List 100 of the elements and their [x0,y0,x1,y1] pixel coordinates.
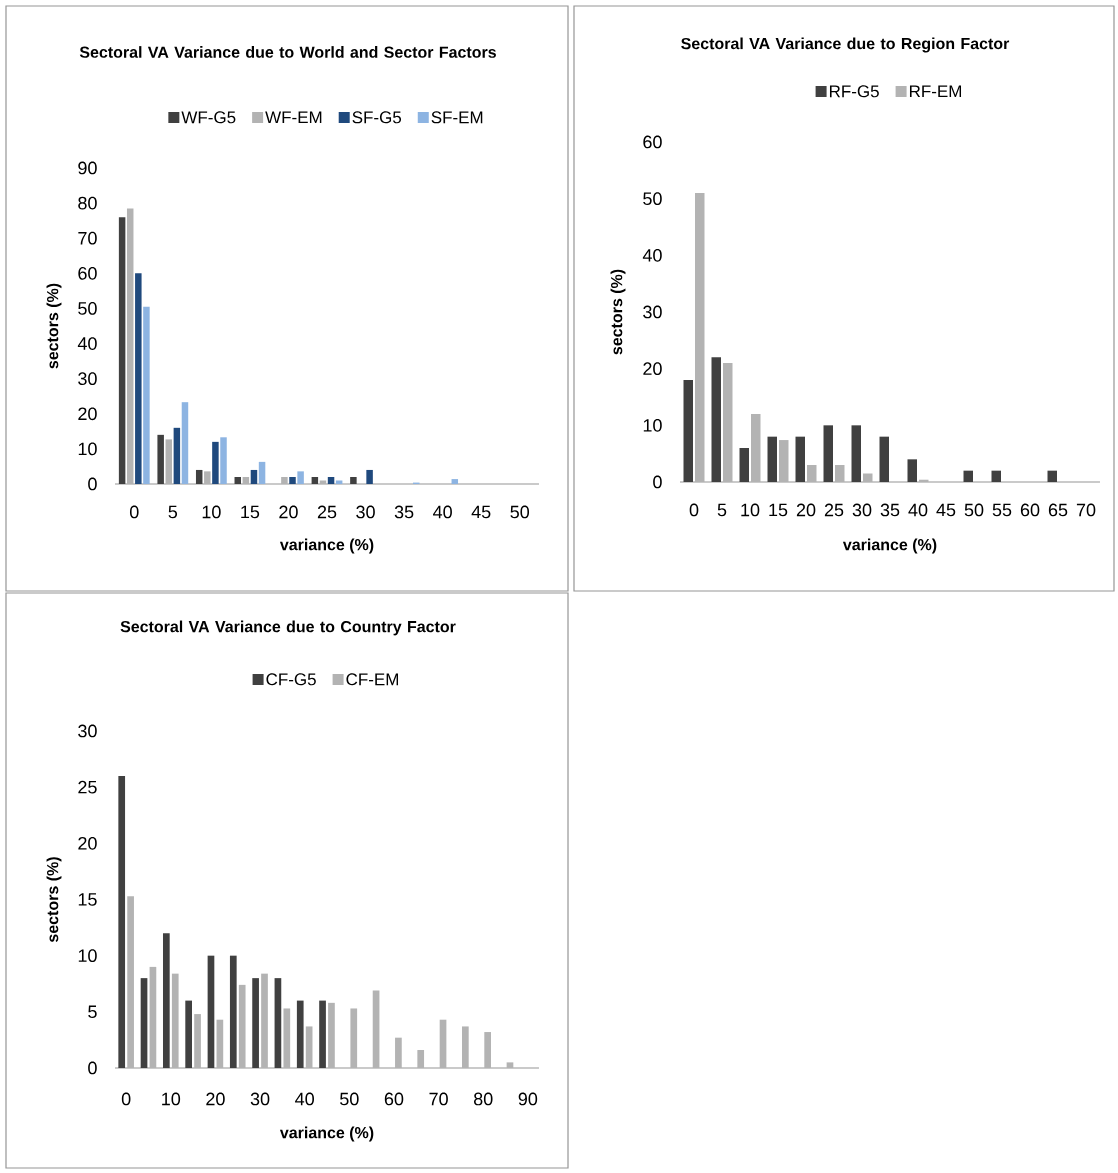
bar [991,470,1001,482]
x-tick-label: 50 [340,1092,359,1106]
y-tick-label: 50 [643,192,662,206]
bar [157,434,164,484]
x-tick-label: 10 [202,505,221,519]
bar [907,459,917,482]
bar [140,978,148,1068]
y-tick-label: 5 [88,1005,97,1019]
bar [297,471,304,484]
y-tick-label: 30 [78,372,97,386]
legend-label: RF-EM [909,85,962,98]
y-tick-label: 0 [653,475,662,489]
bar [723,362,733,482]
x-axis-title: variance (%) [842,538,937,554]
x-tick-label: 40 [433,505,452,519]
y-tick-label: 30 [643,305,662,319]
y-tick-label: 10 [643,418,662,432]
y-tick-label: 40 [77,337,97,350]
bar [335,480,343,484]
x-tick-label: 45 [936,503,956,517]
y-tick-label: 90 [78,161,97,175]
bar [289,476,296,484]
x-tick-label: 35 [394,505,414,519]
bar [181,402,189,484]
legend-label: SF-G5 [352,111,402,124]
x-tick-label: 15 [769,503,788,517]
x-tick-label: 45 [471,505,491,519]
y-tick-label: 20 [643,362,662,376]
bar [835,465,845,482]
y-tick-label: 20 [78,407,97,421]
x-tick-label: 20 [796,503,816,517]
y-tick-label: 30 [78,724,97,738]
bar [229,955,237,1068]
x-tick-label: 70 [1076,503,1096,517]
bar [366,469,373,484]
y-tick-label: 80 [78,196,97,210]
bar [185,1000,192,1068]
bar [194,1014,201,1068]
x-tick-label: 10 [162,1092,181,1106]
x-tick-label: 0 [121,1092,131,1106]
y-tick-label: 10 [78,949,97,963]
bar [311,476,319,484]
chart-title: Sectoral VA Variance due to Region Factor [681,37,1010,53]
bar [711,357,721,482]
bar [484,1032,492,1068]
chart-title: Sectoral VA Variance due to Country Factor [120,620,456,636]
x-tick-label: 60 [384,1092,404,1106]
y-tick-label: 25 [78,780,97,794]
bar [851,425,861,482]
legend-label: WF-G5 [181,111,236,124]
bar [305,1026,313,1068]
bar [283,1008,291,1068]
bar [319,1000,326,1068]
x-tick-label: 90 [518,1092,538,1106]
x-tick-label: 20 [279,505,298,519]
bar [807,465,817,482]
bar [863,473,873,482]
bar [242,476,250,484]
bar [767,436,777,482]
bar [695,192,705,482]
bar [250,469,258,484]
x-tick-label: 0 [129,505,139,519]
y-tick-label: 50 [78,302,97,315]
bar [281,476,288,484]
legend-label: CF-EM [346,673,399,686]
bar [350,1008,358,1068]
y-tick-label: 0 [88,1061,97,1075]
x-tick-label: 25 [824,503,844,517]
bar [395,1037,402,1068]
bar [135,273,142,484]
bar [779,440,789,482]
legend-label: WF-EM [265,111,322,124]
bar [126,208,134,484]
bar [506,1062,514,1068]
x-tick-label: 50 [510,505,530,519]
bar [328,1002,335,1068]
x-tick-label: 70 [429,1092,448,1106]
bar [195,469,203,484]
bar [204,471,211,484]
y-axis-title: sectors (%) [46,857,62,943]
bar [751,413,761,482]
y-tick-label: 60 [78,266,97,280]
x-axis-title: variance (%) [279,538,374,554]
bar [319,480,327,484]
x-tick-label: 5 [717,503,727,517]
bar [795,436,805,482]
bar [127,896,134,1068]
x-tick-label: 10 [741,503,760,517]
y-axis-title: sectors (%) [46,283,62,369]
x-tick-label: 40 [295,1092,314,1106]
bar [173,427,181,484]
y-tick-label: 15 [78,893,97,906]
bar [274,978,282,1068]
y-tick-label: 40 [642,248,662,262]
bar [118,775,126,1068]
x-tick-label: 35 [880,503,900,517]
y-tick-label: 60 [643,135,662,149]
legend-label: CF-G5 [266,673,316,686]
x-axis-title: variance (%) [279,1126,374,1142]
bar [149,966,157,1068]
